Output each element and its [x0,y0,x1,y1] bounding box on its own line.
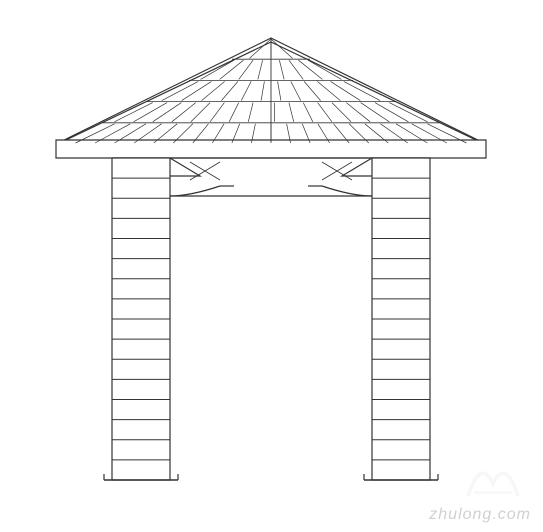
watermark-logo [458,452,528,502]
watermark-text: zhulong.com [429,506,531,524]
